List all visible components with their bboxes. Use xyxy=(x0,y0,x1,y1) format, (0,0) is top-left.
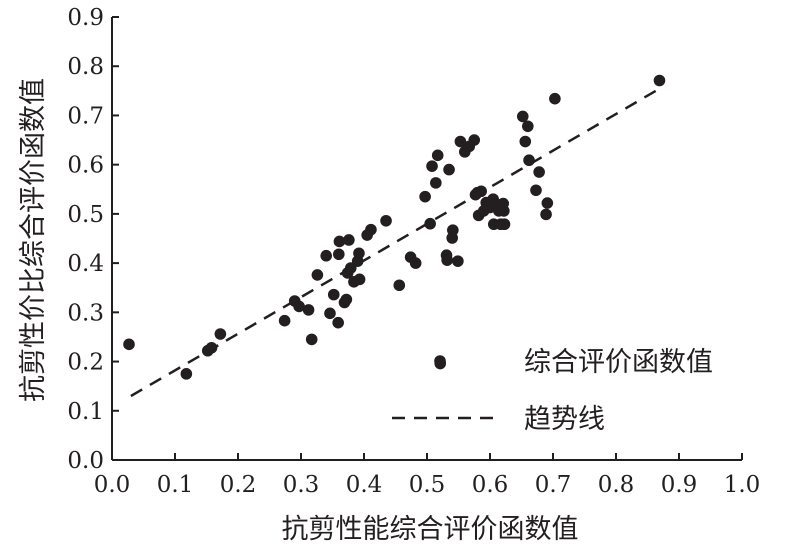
x-tick-label: 0.9 xyxy=(661,472,698,498)
data-point xyxy=(541,197,554,209)
data-point xyxy=(516,110,529,123)
trend-line-layer xyxy=(130,87,661,398)
data-point xyxy=(311,269,324,281)
data-point xyxy=(523,154,535,167)
trend-line xyxy=(130,87,661,398)
data-point xyxy=(431,149,444,162)
x-tick-label: 0.7 xyxy=(535,472,572,498)
data-point xyxy=(278,314,291,327)
data-point xyxy=(353,247,365,260)
x-tick-label: 0.2 xyxy=(220,472,257,498)
data-point xyxy=(365,223,377,236)
data-point xyxy=(424,217,436,230)
data-point xyxy=(353,273,366,286)
data-point xyxy=(443,163,455,176)
data-point xyxy=(530,184,542,197)
data-point xyxy=(302,304,315,316)
data-point xyxy=(332,316,344,329)
y-ticks: 0.0 0.1 0.2 0.3 0.4 0.5 0.6 0.7 0.8 0.9 xyxy=(67,5,119,474)
data-point xyxy=(324,307,336,320)
data-point xyxy=(393,279,406,292)
y-tick-label: 0.2 xyxy=(67,350,104,376)
data-point xyxy=(205,341,218,354)
data-point xyxy=(214,328,227,340)
legend-label-trend: 趋势线 xyxy=(524,404,605,435)
y-tick-label: 0.4 xyxy=(67,251,104,277)
data-point xyxy=(475,185,487,198)
data-point xyxy=(653,74,666,87)
data-point xyxy=(452,255,464,267)
y-tick-label: 0.6 xyxy=(67,153,104,179)
data-point xyxy=(426,160,438,172)
data-point xyxy=(498,205,510,217)
data-point xyxy=(180,368,193,380)
data-point xyxy=(340,293,353,306)
data-point xyxy=(320,249,333,262)
x-tick-label: 1.0 xyxy=(724,472,761,498)
data-point xyxy=(549,92,561,105)
data-point xyxy=(454,135,467,148)
x-tick-label: 0.0 xyxy=(94,472,131,498)
data-point xyxy=(343,234,355,246)
y-tick-label: 0.5 xyxy=(67,202,104,228)
x-tick-label: 0.8 xyxy=(598,472,635,498)
x-axis-title: 抗剪性能综合评价函数值 xyxy=(282,514,579,545)
y-tick-label: 0.9 xyxy=(67,5,104,31)
x-tick-label: 0.1 xyxy=(157,472,194,498)
data-point xyxy=(498,218,511,231)
legend-marker-scatter xyxy=(434,355,446,367)
x-tick-label: 0.3 xyxy=(283,472,320,498)
data-point xyxy=(522,120,534,133)
x-tick-label: 0.4 xyxy=(346,472,383,498)
x-ticks: 0.0 0.1 0.2 0.3 0.4 0.5 0.6 0.7 0.8 0.9 1.0 xyxy=(94,453,761,498)
data-point xyxy=(447,224,459,236)
data-point xyxy=(409,257,422,269)
data-point xyxy=(419,190,431,203)
y-tick-label: 0.8 xyxy=(67,54,104,80)
data-point xyxy=(533,166,545,178)
x-tick-label: 0.5 xyxy=(409,472,446,498)
legend: 综合评价函数值 趋势线 xyxy=(392,347,713,435)
data-point xyxy=(333,235,346,248)
legend-label-scatter: 综合评价函数值 xyxy=(524,347,713,378)
data-point xyxy=(468,134,481,146)
data-points xyxy=(123,74,666,380)
data-point xyxy=(540,208,552,221)
data-point xyxy=(519,135,532,148)
data-point xyxy=(123,338,135,351)
axes xyxy=(111,17,742,461)
data-point xyxy=(305,333,318,346)
y-tick-label: 0.7 xyxy=(67,103,104,129)
data-point xyxy=(441,254,453,266)
y-tick-label: 0.0 xyxy=(67,448,104,474)
y-tick-label: 0.1 xyxy=(67,399,104,425)
y-axis-title: 抗剪性价比综合评价函数值 xyxy=(18,78,49,402)
y-tick-label: 0.3 xyxy=(67,300,104,326)
data-point xyxy=(333,248,345,261)
data-point xyxy=(430,177,442,189)
data-point xyxy=(380,214,392,227)
data-point xyxy=(293,300,305,313)
data-point xyxy=(327,288,340,301)
x-tick-label: 0.6 xyxy=(472,472,509,498)
